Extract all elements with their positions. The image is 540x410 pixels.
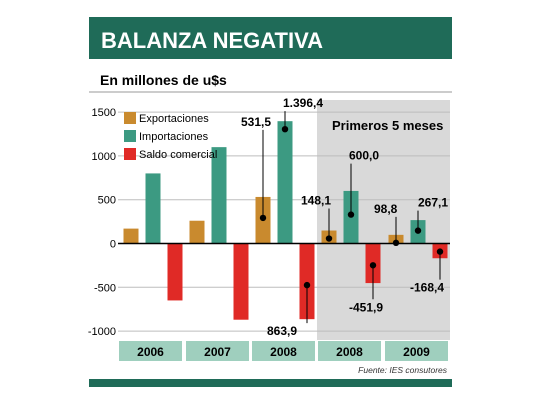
chart-subtitle: En millones de u$s [100, 72, 227, 88]
y-tick-label: 0 [110, 239, 116, 251]
data-label: 148,1 [301, 194, 331, 208]
data-label-dot [436, 248, 444, 255]
y-tick-label: 1000 [92, 151, 116, 163]
data-label: 600,0 [349, 149, 379, 163]
legend-swatch-export [124, 112, 136, 124]
bar-export [189, 220, 205, 244]
header-banner [89, 17, 452, 59]
x-tick-label: 2008 [270, 345, 297, 359]
shaded-period-label: Primeros 5 meses [332, 118, 443, 133]
bar-export [123, 228, 139, 244]
x-category-box [186, 341, 249, 361]
data-label-dot [414, 227, 422, 234]
x-tick-label: 2007 [204, 345, 231, 359]
x-tick-label: 2009 [403, 345, 430, 359]
legend-swatch-import [124, 130, 136, 142]
data-label: 531,5 [241, 115, 271, 129]
data-label: 863,9 [267, 324, 297, 338]
legend-label: Exportaciones [139, 113, 209, 125]
data-label: -168,4 [410, 281, 444, 295]
bar-import [211, 147, 227, 244]
y-tick-label: 500 [98, 195, 116, 207]
legend-label: Saldo comercial [139, 149, 217, 161]
source-note: Fuente: IES consutores [358, 365, 448, 375]
legend-swatch-saldo [124, 148, 136, 160]
y-tick-label: -500 [94, 282, 116, 294]
footer-bar [89, 379, 452, 387]
data-label-dot [347, 211, 355, 218]
data-label: 1.396,4 [283, 96, 323, 110]
x-category-box [385, 341, 448, 361]
data-label-dot [369, 262, 377, 269]
data-label: 98,8 [374, 202, 398, 216]
shaded-period-region [317, 100, 450, 340]
y-tick-label: 1500 [92, 107, 116, 119]
bar-import [277, 121, 293, 244]
data-label-dot [259, 214, 267, 222]
data-label-dot [303, 281, 311, 289]
chart-title: BALANZA NEGATIVA [101, 28, 323, 53]
bar-saldo [233, 243, 249, 320]
data-labels: 531,5 1.396,4 863,9 148,1 600,0 -451,9 98,8 267… [241, 96, 448, 338]
data-label-dot [392, 239, 400, 247]
y-tick-label: -1000 [88, 326, 116, 338]
x-category-box [252, 341, 315, 361]
x-tick-label: 2006 [137, 345, 164, 359]
data-label: 267,1 [418, 196, 448, 210]
bar-import [145, 173, 161, 244]
bar-saldo [299, 243, 315, 320]
x-axis-category-labels: 2006 2007 2008 2008 2009 [119, 341, 448, 361]
data-label: -451,9 [349, 300, 383, 314]
data-label-dot [281, 125, 289, 133]
x-category-box [318, 341, 381, 361]
legend: Exportaciones Importaciones Saldo comercia… [124, 112, 217, 161]
x-tick-label: 2008 [336, 345, 363, 359]
legend-label: Importaciones [139, 131, 209, 143]
y-axis-tick-labels: 1500 1000 500 0 -500 -1000 [88, 107, 116, 338]
x-category-box [119, 341, 182, 361]
bar-saldo [167, 243, 183, 301]
data-label-dot [325, 235, 333, 242]
